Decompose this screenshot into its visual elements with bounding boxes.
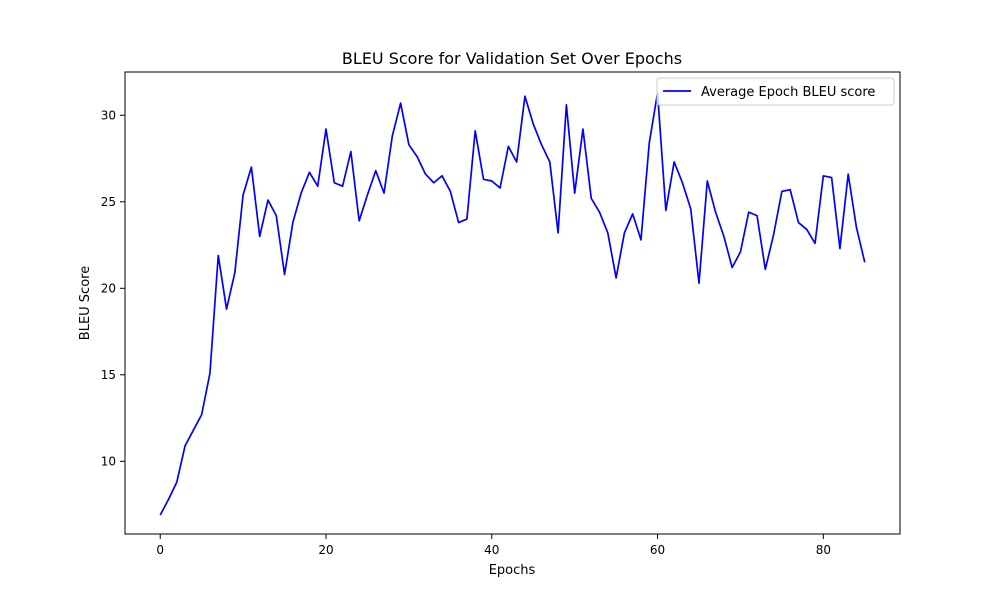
y-tick-label: 15 (101, 368, 116, 382)
x-tick-label: 0 (156, 543, 164, 557)
y-tick-label: 25 (101, 195, 116, 209)
axis-ticks: 0 20 40 60 80 10 15 20 25 30 (101, 108, 831, 557)
legend-label: Average Epoch BLEU score (701, 85, 875, 100)
x-tick-label: 40 (484, 543, 499, 557)
y-axis-label: BLEU Score (78, 266, 93, 340)
y-tick-label: 10 (101, 454, 116, 468)
legend-box (656, 77, 895, 106)
x-tick-label: 60 (650, 543, 665, 557)
legend: Average Epoch BLEU score (656, 77, 895, 106)
x-tick-label: 80 (816, 543, 831, 557)
series-line-average-epoch-bleu (159, 91, 866, 516)
x-tick-label: 20 (318, 543, 333, 557)
y-tick-label: 30 (101, 108, 116, 122)
y-tick-label: 20 (101, 281, 116, 295)
chart-title: BLEU Score for Validation Set Over Epoch… (342, 49, 682, 68)
x-axis-label: Epochs (489, 563, 536, 578)
plot-frame (124, 71, 901, 535)
